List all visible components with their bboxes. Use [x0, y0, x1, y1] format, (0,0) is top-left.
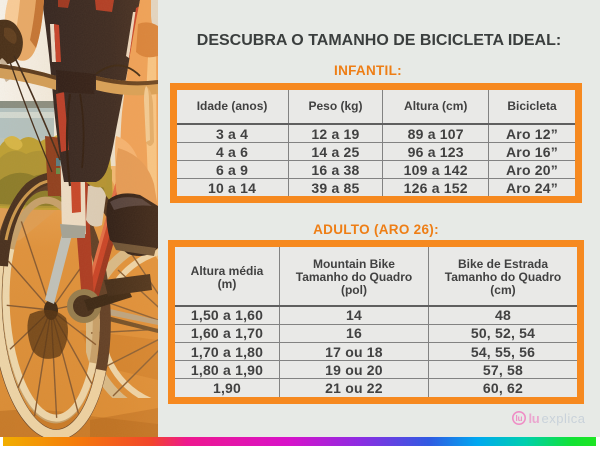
svg-text:explica: explica — [542, 411, 586, 426]
svg-text:lu: lu — [529, 411, 540, 426]
svg-text:lu: lu — [515, 414, 522, 423]
